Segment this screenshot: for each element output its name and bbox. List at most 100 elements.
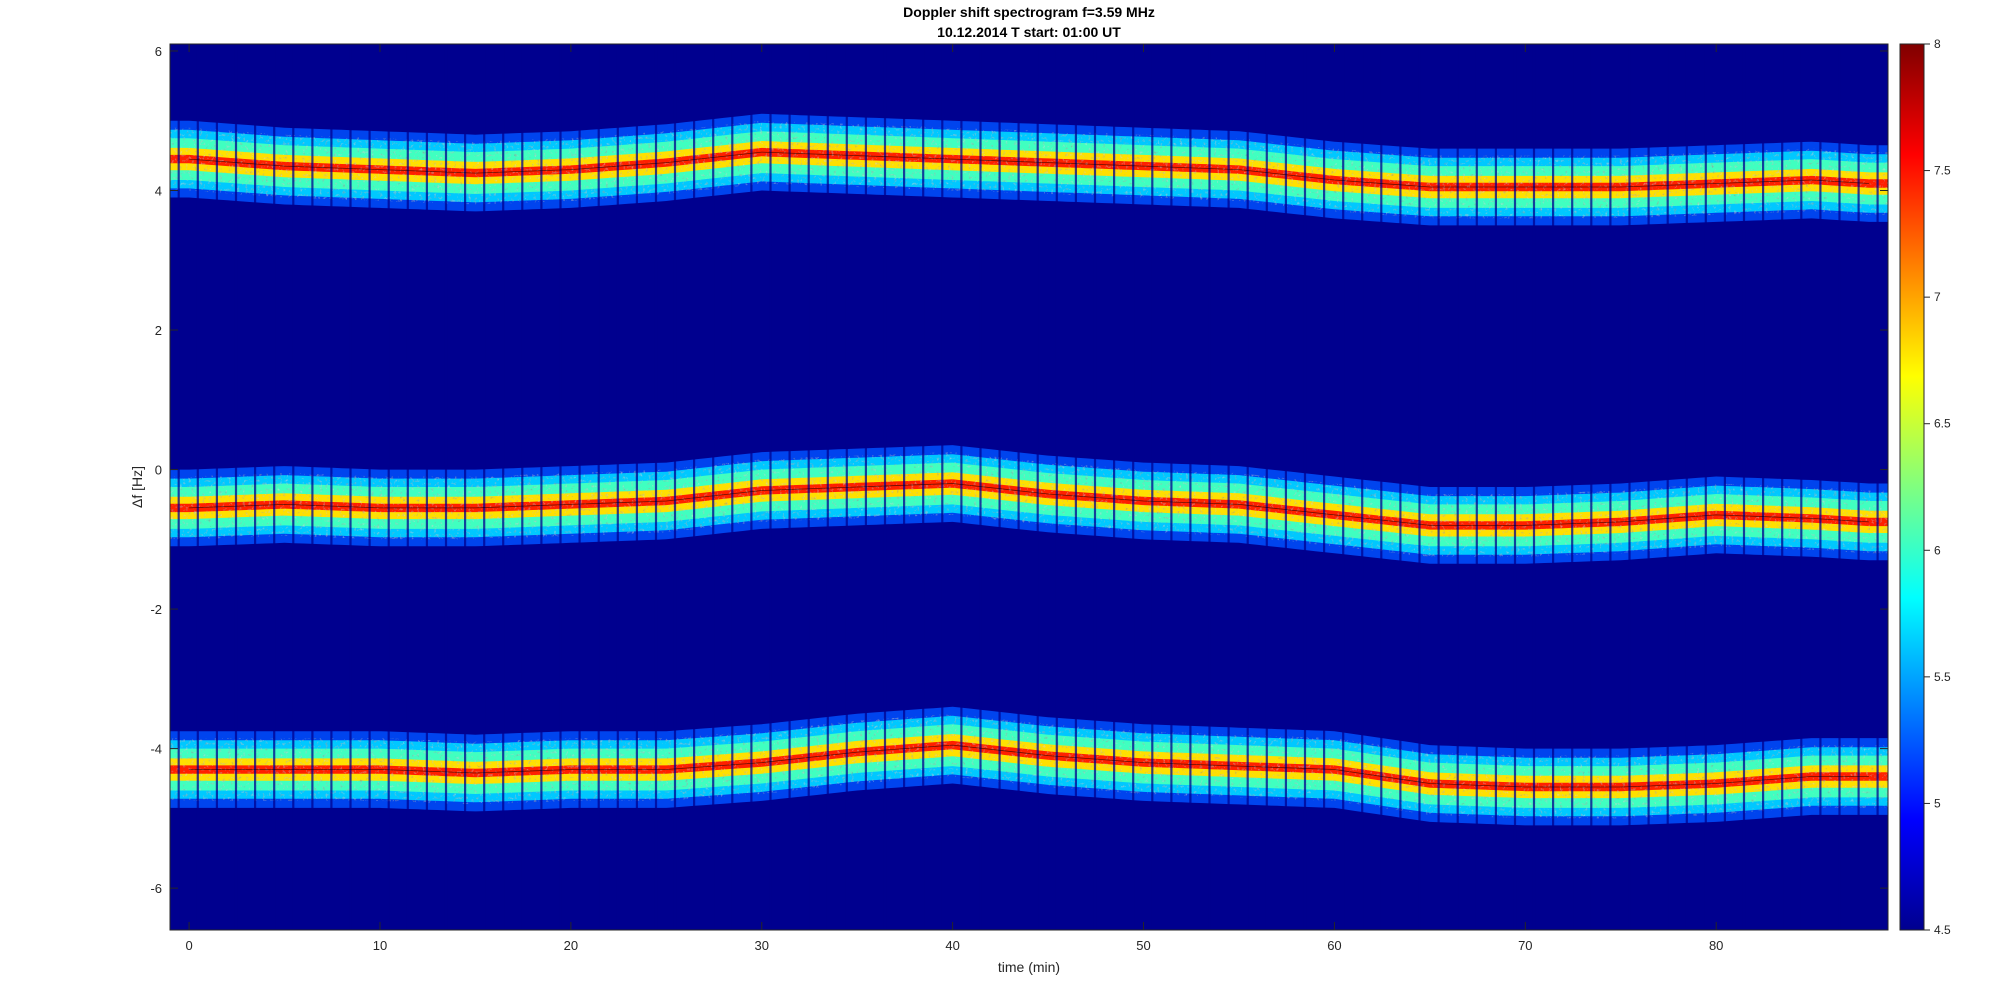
plot-frame [169, 43, 1889, 931]
stripe [1666, 44, 1669, 930]
stripe [387, 44, 390, 930]
stripe [1494, 44, 1497, 930]
y-tick-label: 0 [155, 463, 162, 478]
stripe [483, 44, 486, 930]
chart-subtitle: 10.12.2014 T start: 01:00 UT [937, 24, 1121, 40]
stripe [731, 44, 734, 930]
x-tick-label: 50 [1136, 938, 1150, 953]
stripe [292, 44, 295, 930]
stripe [1093, 44, 1097, 930]
stripe [330, 44, 333, 930]
stripe [311, 44, 314, 930]
stripe [922, 44, 925, 930]
stripe [1418, 44, 1421, 930]
stripe [1399, 44, 1402, 930]
stripe [1552, 44, 1555, 930]
stripe [1017, 44, 1020, 930]
stripe [1284, 44, 1287, 930]
x-tick-label: 0 [185, 938, 192, 953]
colorbar-tick-label: 5 [1934, 796, 1941, 810]
stripe [903, 44, 906, 930]
stripe [1303, 44, 1307, 930]
stripe [1685, 44, 1688, 930]
y-tick-label: 2 [155, 323, 162, 338]
stripe [1074, 44, 1077, 930]
stripe [826, 44, 829, 930]
stripe [883, 44, 887, 930]
stripe [1704, 44, 1707, 930]
stripe [1876, 44, 1879, 930]
stripe [1189, 44, 1192, 930]
y-tick-label: 4 [155, 184, 162, 199]
stripe [635, 44, 638, 930]
stripe [254, 44, 257, 930]
stripe [1838, 44, 1841, 930]
stripe [196, 44, 199, 930]
y-tick-label: -2 [150, 602, 162, 617]
stripe [597, 44, 600, 930]
stripe [1819, 44, 1822, 930]
stripe [1513, 44, 1517, 930]
colorbar-tick-label: 7.5 [1934, 164, 1951, 178]
stripe [750, 44, 753, 930]
stripe [1132, 44, 1135, 930]
stripe [673, 44, 677, 930]
stripe [444, 44, 448, 930]
stripe [1762, 44, 1765, 930]
stripe [1857, 44, 1860, 930]
x-tick-label: 30 [755, 938, 769, 953]
stripe [998, 44, 1001, 930]
x-tick-label: 60 [1327, 938, 1341, 953]
stripe [1380, 44, 1383, 930]
stripe [693, 44, 696, 930]
stripe [654, 44, 658, 930]
stripe [464, 44, 467, 930]
stripe [521, 44, 524, 930]
stripe [1323, 44, 1326, 930]
stripe [807, 44, 810, 930]
x-tick-label: 40 [945, 938, 959, 953]
colorbar-tick-label: 8 [1934, 37, 1941, 51]
stripe [941, 44, 944, 930]
stripe [1361, 44, 1364, 930]
stripe [540, 44, 543, 930]
stripe [1609, 44, 1612, 930]
stripe [616, 44, 619, 930]
stripe [1208, 44, 1211, 930]
y-tick-label: 6 [155, 44, 162, 59]
stripe [1456, 44, 1459, 930]
trace-line-2 [189, 744, 1869, 788]
stripe [960, 44, 963, 930]
y-tick-label: -6 [150, 881, 162, 896]
x-tick-label: 10 [373, 938, 387, 953]
stripe [1781, 44, 1784, 930]
x-axis-label: time (min) [998, 959, 1060, 975]
plot-area [170, 44, 1888, 930]
colorbar-tick-label: 5.5 [1934, 670, 1951, 684]
stripe [578, 44, 581, 930]
x-tick-label: 70 [1518, 938, 1532, 953]
colorbar: 4.5 5 5.5 6 6.5 7 7.5 8 [1899, 37, 1951, 937]
stripe [559, 44, 562, 930]
trace-line-0 [189, 151, 1869, 188]
stripe [788, 44, 791, 930]
stripe [1113, 44, 1116, 930]
stripe [368, 44, 371, 930]
colorbar-tick-label: 4.5 [1934, 923, 1951, 937]
stripe [1055, 44, 1058, 930]
stripe [979, 44, 982, 930]
stripe [502, 44, 505, 930]
y-axis: -6 -4 -2 0 2 4 6 [150, 44, 1888, 896]
stripe [406, 44, 409, 930]
colorbar-tick-label: 7 [1934, 290, 1941, 304]
stripe [769, 44, 772, 930]
stripe [712, 44, 715, 930]
x-axis: 0 10 20 30 40 50 60 70 80 [185, 44, 1723, 953]
time-stripes [177, 44, 1879, 930]
stripe [1036, 44, 1039, 930]
stripe [1723, 44, 1726, 930]
colorbar-gradient [1899, 43, 1925, 931]
stripe [1170, 44, 1173, 930]
trace-line-1 [189, 483, 1869, 526]
colorbar-ticks: 4.5 5 5.5 6 6.5 7 7.5 8 [1924, 37, 1951, 937]
